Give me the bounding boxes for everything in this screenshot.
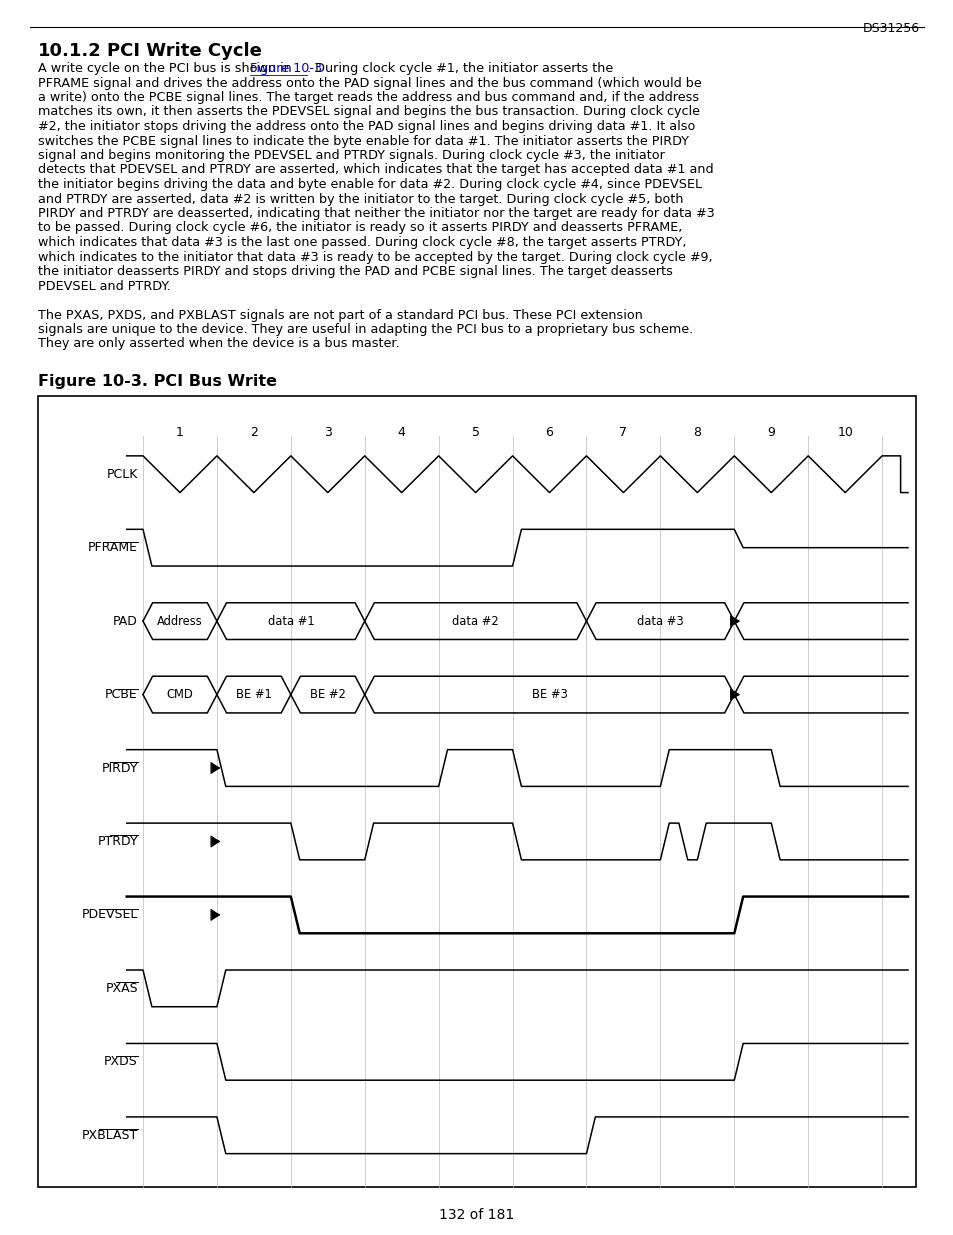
Text: to be passed. During clock cycle #6, the initiator is ready so it asserts PIRDY : to be passed. During clock cycle #6, the… [38, 221, 681, 235]
Text: data #2: data #2 [452, 615, 498, 627]
Text: signal and begins monitoring the PDEVSEL and PTRDY signals. During clock cycle #: signal and begins monitoring the PDEVSEL… [38, 149, 664, 162]
Bar [38, 395, 915, 1187]
Text: 5: 5 [471, 426, 479, 438]
Text: PCLK: PCLK [107, 468, 138, 480]
Text: 10: 10 [837, 426, 852, 438]
Text: the initiator deasserts PIRDY and stops driving the PAD and PCBE signal lines. T: the initiator deasserts PIRDY and stops … [38, 266, 672, 278]
Text: and PTRDY are asserted, data #2 is written by the initiator to the target. Durin: and PTRDY are asserted, data #2 is writt… [38, 193, 682, 205]
Text: 7: 7 [618, 426, 627, 438]
Text: which indicates that data #3 is the last one passed. During clock cycle #8, the : which indicates that data #3 is the last… [38, 236, 686, 249]
Text: They are only asserted when the device is a bus master.: They are only asserted when the device i… [38, 337, 399, 351]
Polygon shape [211, 836, 218, 847]
Text: #2, the initiator stops driving the address onto the PAD signal lines and begins: #2, the initiator stops driving the addr… [38, 120, 695, 133]
Text: detects that PDEVSEL and PTRDY are asserted, which indicates that the target has: detects that PDEVSEL and PTRDY are asser… [38, 163, 713, 177]
Text: 10.1.2: 10.1.2 [38, 42, 102, 61]
Text: 9: 9 [766, 426, 775, 438]
Text: PCBE: PCBE [105, 688, 138, 701]
Polygon shape [211, 909, 218, 920]
Polygon shape [211, 762, 218, 773]
Text: PXBLAST: PXBLAST [82, 1129, 138, 1142]
Polygon shape [731, 618, 739, 625]
Text: the initiator begins driving the data and byte enable for data #2. During clock : the initiator begins driving the data an… [38, 178, 701, 191]
Text: BE #2: BE #2 [310, 688, 345, 701]
Text: PFRAME: PFRAME [88, 541, 138, 555]
Text: PCI Write Cycle: PCI Write Cycle [107, 42, 262, 61]
Text: matches its own, it then asserts the PDEVSEL signal and begins the bus transacti: matches its own, it then asserts the PDE… [38, 105, 700, 119]
Text: signals are unique to the device. They are useful in adapting the PCI bus to a p: signals are unique to the device. They a… [38, 324, 693, 336]
Text: which indicates to the initiator that data #3 is ready to be accepted by the tar: which indicates to the initiator that da… [38, 251, 712, 263]
Text: switches the PCBE signal lines to indicate the byte enable for data #1. The init: switches the PCBE signal lines to indica… [38, 135, 688, 147]
Text: The PXAS, PXDS, and PXBLAST signals are not part of a standard PCI bus. These PC: The PXAS, PXDS, and PXBLAST signals are … [38, 309, 642, 321]
Text: PXAS: PXAS [105, 982, 138, 995]
Text: a write) onto the PCBE signal lines. The target reads the address and bus comman: a write) onto the PCBE signal lines. The… [38, 91, 699, 104]
Text: 4: 4 [397, 426, 405, 438]
Text: 8: 8 [693, 426, 700, 438]
Text: BE #1: BE #1 [235, 688, 272, 701]
Text: PIRDY: PIRDY [101, 762, 138, 774]
Text: PTRDY: PTRDY [97, 835, 138, 848]
Polygon shape [212, 837, 219, 845]
Text: PIRDY and PTRDY are deasserted, indicating that neither the initiator nor the ta: PIRDY and PTRDY are deasserted, indicati… [38, 207, 714, 220]
Polygon shape [730, 615, 738, 626]
Text: 2: 2 [250, 426, 257, 438]
Text: PXDS: PXDS [104, 1056, 138, 1068]
Text: Figure 10-3: Figure 10-3 [250, 62, 322, 75]
Text: 6: 6 [545, 426, 553, 438]
Text: Address: Address [157, 615, 203, 627]
Text: 132 of 181: 132 of 181 [439, 1208, 514, 1221]
Text: 3: 3 [323, 426, 332, 438]
Text: DS31256: DS31256 [862, 22, 919, 35]
Text: A write cycle on the PCI bus is shown in: A write cycle on the PCI bus is shown in [38, 62, 295, 75]
Text: CMD: CMD [167, 688, 193, 701]
Text: PAD: PAD [113, 615, 138, 627]
Polygon shape [212, 911, 219, 919]
Text: PDEVSEL and PTRDY.: PDEVSEL and PTRDY. [38, 279, 171, 293]
Text: PFRAME signal and drives the address onto the PAD signal lines and the bus comma: PFRAME signal and drives the address ont… [38, 77, 701, 89]
Text: data #3: data #3 [637, 615, 683, 627]
Text: Figure 10-3. PCI Bus Write: Figure 10-3. PCI Bus Write [38, 374, 276, 389]
Text: . During clock cycle #1, the initiator asserts the: . During clock cycle #1, the initiator a… [307, 62, 613, 75]
Text: PDEVSEL: PDEVSEL [82, 909, 138, 921]
Text: data #1: data #1 [267, 615, 314, 627]
Polygon shape [730, 689, 738, 700]
Text: BE #3: BE #3 [531, 688, 567, 701]
Text: 1: 1 [176, 426, 184, 438]
Polygon shape [212, 764, 219, 772]
Polygon shape [731, 690, 739, 699]
